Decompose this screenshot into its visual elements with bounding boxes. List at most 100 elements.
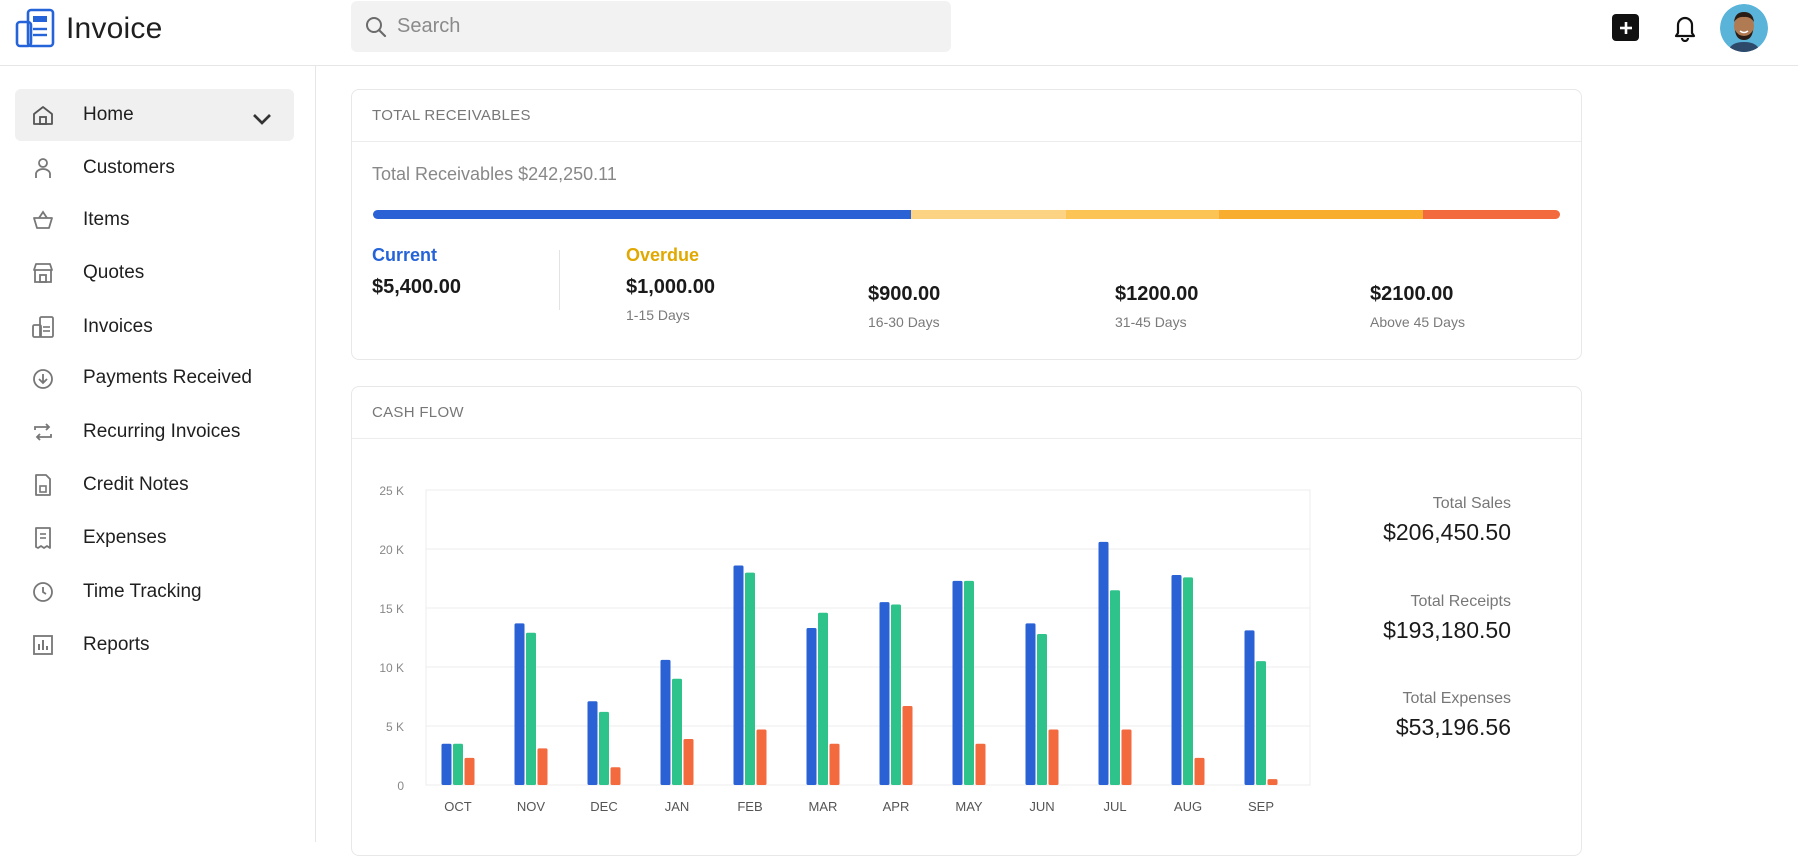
bucket-amount: $1200.00 — [1115, 283, 1198, 306]
sidebar-item-quotes[interactable]: Quotes — [15, 247, 294, 299]
bar-series2-dec — [599, 712, 609, 785]
cashflow-chart: 0 5 K 10 K 15 K 20 K 25 K OCT NOV DEC JAN FEB MAR AP… — [352, 440, 1312, 850]
bar-series1-feb — [734, 566, 744, 785]
receivables-bar-segment-4 — [1423, 210, 1560, 219]
bar-series3-oct — [465, 758, 475, 785]
overdue-bucket-3: $1200.00 31-45 Days — [1115, 273, 1198, 330]
avatar-image — [1720, 4, 1768, 52]
sidebar-item-recurring-invoices[interactable]: Recurring Invoices — [15, 406, 294, 458]
sidebar-item-label: Quotes — [83, 262, 144, 284]
bar-series2-aug — [1183, 577, 1193, 785]
bar-series1-jul — [1099, 542, 1109, 785]
repeat-icon — [31, 420, 55, 444]
x-tick-label: SEP — [1248, 799, 1274, 814]
bar-series1-mar — [807, 628, 817, 785]
app-logo[interactable]: Invoice — [14, 8, 162, 50]
sidebar-item-credit-notes[interactable]: Credit Notes — [15, 459, 294, 511]
sidebar-item-home[interactable]: Home — [15, 89, 294, 141]
sidebar-item-invoices[interactable]: Invoices — [15, 301, 294, 353]
bar-series1-may — [953, 581, 963, 785]
search-icon — [365, 16, 387, 38]
sidebar-item-items[interactable]: Items — [15, 194, 294, 246]
bar-series2-jan — [672, 679, 682, 785]
x-tick-label: JUN — [1029, 799, 1054, 814]
x-tick-label: DEC — [590, 799, 617, 814]
search-bar[interactable] — [351, 1, 951, 52]
basket-icon — [31, 208, 55, 232]
bucket-amount: $2100.00 — [1370, 283, 1465, 306]
bar-series3-jun — [1049, 730, 1059, 785]
total-sales-label: Total Sales — [1383, 495, 1511, 513]
user-avatar[interactable] — [1720, 4, 1768, 52]
bucket-range: 31-45 Days — [1115, 314, 1198, 330]
x-tick-label: JUL — [1103, 799, 1126, 814]
sidebar-item-label: Credit Notes — [83, 474, 189, 496]
bar-series3-feb — [757, 730, 767, 785]
receivables-bar-segment-0 — [373, 210, 911, 219]
sidebar-item-label: Items — [83, 209, 129, 231]
cashflow-card: CASH FLOW 0 5 K 10 K 15 K 20 K 25 K OCT NOV DEC J… — [351, 386, 1582, 856]
y-tick-label: 25 K — [379, 484, 404, 498]
bar-series2-jun — [1037, 634, 1047, 785]
sidebar-item-label: Payments Received — [83, 367, 252, 389]
credit-note-icon — [31, 473, 55, 497]
sidebar-item-label: Customers — [83, 157, 175, 179]
total-expenses-label: Total Expenses — [1396, 690, 1511, 708]
total-expenses-value: $53,196.56 — [1396, 714, 1511, 741]
bucket-range: Above 45 Days — [1370, 314, 1465, 330]
store-icon — [31, 261, 55, 285]
bar-series1-oct — [442, 744, 452, 785]
clock-icon — [31, 580, 55, 604]
sidebar-item-time-tracking[interactable]: Time Tracking — [15, 566, 294, 618]
current-amount: $5,400.00 — [372, 276, 461, 299]
search-input[interactable] — [397, 15, 917, 38]
create-new-button[interactable] — [1612, 14, 1639, 41]
bar-series2-may — [964, 581, 974, 785]
sidebar-item-payments-received[interactable]: Payments Received — [15, 352, 294, 404]
person-icon — [31, 156, 55, 180]
total-receipts-label: Total Receipts — [1383, 593, 1511, 611]
total-sales: Total Sales $206,450.50 — [1383, 495, 1511, 546]
total-expenses: Total Expenses $53,196.56 — [1396, 690, 1511, 741]
bar-series2-jul — [1110, 590, 1120, 785]
bar-series3-sep — [1268, 779, 1278, 785]
bar-series3-dec — [611, 767, 621, 785]
x-tick-label: NOV — [517, 799, 546, 814]
y-tick-label: 5 K — [386, 720, 404, 734]
current-label: Current — [372, 245, 461, 266]
bar-series2-sep — [1256, 661, 1266, 785]
payment-icon — [31, 366, 55, 390]
bar-series1-sep — [1245, 630, 1255, 785]
receivables-bar-segment-3 — [1219, 210, 1423, 219]
sidebar-item-label: Invoices — [83, 316, 153, 338]
bucket-range: 16-30 Days — [868, 314, 940, 330]
total-receipts: Total Receipts $193,180.50 — [1383, 593, 1511, 644]
x-tick-label: APR — [883, 799, 910, 814]
current-receivables: Current $5,400.00 — [372, 245, 461, 299]
sidebar-item-customers[interactable]: Customers — [15, 142, 294, 194]
y-tick-label: 20 K — [379, 543, 404, 557]
sidebar: Home Customers Items Quotes Invoices Pay… — [0, 66, 316, 842]
chart-icon — [31, 633, 55, 657]
bucket-amount: $900.00 — [868, 283, 940, 306]
sidebar-item-label: Home — [83, 104, 134, 126]
sidebar-item-expenses[interactable]: Expenses — [15, 512, 294, 564]
x-tick-label: MAR — [809, 799, 838, 814]
y-tick-label: 0 — [397, 779, 404, 793]
receipt-icon — [31, 526, 55, 550]
bucket-amount: $1,000.00 — [626, 276, 715, 299]
bar-series1-apr — [880, 602, 890, 785]
bar-series2-feb — [745, 573, 755, 785]
y-tick-label: 10 K — [379, 661, 404, 675]
bar-series3-nov — [538, 748, 548, 785]
bell-icon[interactable] — [1670, 12, 1700, 42]
sidebar-item-reports[interactable]: Reports — [15, 619, 294, 671]
app-title: Invoice — [66, 12, 162, 46]
bucket-range: 1-15 Days — [626, 307, 715, 323]
chevron-down-icon[interactable] — [250, 107, 274, 131]
bar-series2-apr — [891, 604, 901, 785]
bar-series2-mar — [818, 613, 828, 785]
receivables-bar-segment-2 — [1066, 210, 1219, 219]
overdue-bucket-4: $2100.00 Above 45 Days — [1370, 273, 1465, 330]
plus-icon — [1619, 21, 1633, 35]
